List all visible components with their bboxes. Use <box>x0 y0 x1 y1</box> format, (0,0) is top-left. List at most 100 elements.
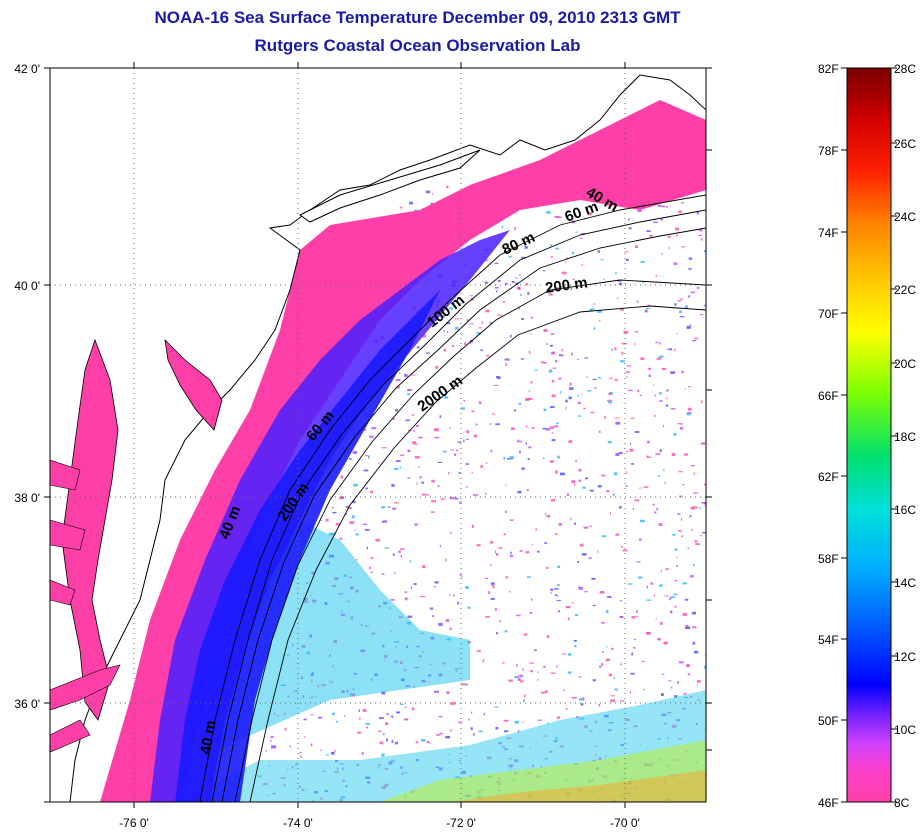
sst-speckle <box>510 519 514 521</box>
sst-speckle <box>485 309 490 313</box>
sst-speckle <box>614 472 618 476</box>
sst-speckle <box>465 463 470 465</box>
sst-speckle <box>369 566 371 570</box>
sst-speckle <box>648 234 653 237</box>
sst-speckle <box>601 663 604 666</box>
sst-speckle <box>391 484 395 487</box>
sst-speckle <box>678 661 684 664</box>
sst-speckle <box>399 703 404 705</box>
sst-speckle <box>659 584 663 587</box>
sst-speckle <box>517 490 522 494</box>
colorbar-ticks <box>841 67 897 803</box>
sst-speckle <box>420 596 426 598</box>
sst-speckle <box>702 532 706 534</box>
sst-speckle <box>517 730 520 733</box>
sst-speckle <box>473 733 476 736</box>
sst-speckle <box>614 347 617 351</box>
sst-speckle <box>377 462 380 464</box>
sst-speckle <box>421 493 427 496</box>
sst-speckle <box>357 731 362 734</box>
sst-speckle <box>511 427 515 430</box>
sst-speckle <box>378 730 382 732</box>
sst-speckle <box>470 342 472 344</box>
colorbar-c-label: 8C <box>894 796 910 810</box>
sst-speckle <box>673 432 677 436</box>
sst-speckle <box>690 506 695 510</box>
sst-speckle <box>617 279 622 282</box>
sst-speckle <box>515 277 518 279</box>
sst-speckle <box>685 305 689 309</box>
sst-speckle <box>658 392 662 395</box>
sst-speckle <box>546 514 551 518</box>
sst-speckle <box>466 486 468 489</box>
sst-speckle <box>395 460 401 462</box>
colorbar-c-label: 26C <box>894 137 916 151</box>
sst-speckle <box>629 442 631 445</box>
sst-speckle <box>537 719 542 721</box>
sst-speckle <box>598 704 601 707</box>
sst-speckle <box>687 673 691 676</box>
sst-speckle <box>396 711 400 714</box>
sst-speckle <box>504 358 510 361</box>
sst-speckle <box>495 375 500 379</box>
colorbar-c-label: 20C <box>894 357 916 371</box>
sst-speckle <box>585 287 588 289</box>
sst-speckle <box>564 261 567 263</box>
sst-speckle <box>381 447 387 449</box>
sst-speckle <box>523 699 525 703</box>
sst-speckle <box>648 367 651 370</box>
sst-speckle <box>701 400 703 404</box>
sst-speckle <box>643 688 646 690</box>
sst-speckle <box>488 591 491 594</box>
sst-speckle <box>557 455 560 459</box>
colorbar-gradient <box>846 67 892 803</box>
sst-speckle <box>484 281 488 284</box>
sst-speckle <box>551 394 556 398</box>
sst-speckle <box>271 745 276 749</box>
sst-speckle <box>434 428 439 432</box>
sst-speckle <box>646 455 649 458</box>
sst-speckle <box>627 583 633 585</box>
sst-speckle <box>443 330 445 333</box>
sst-speckle <box>644 309 648 313</box>
sst-speckle <box>636 610 638 613</box>
sst-speckle <box>594 387 597 389</box>
sst-speckle <box>606 490 610 493</box>
sst-speckle <box>697 679 701 683</box>
sst-speckle <box>421 739 426 742</box>
sst-speckle <box>448 472 450 475</box>
sst-speckle <box>572 278 575 280</box>
lon-tick-label: -70 0' <box>610 816 640 830</box>
sst-speckle <box>345 506 349 508</box>
lat-tick-label: 36 0' <box>14 697 40 711</box>
sst-speckle <box>550 244 553 247</box>
sst-speckle <box>399 466 401 469</box>
sst-speckle <box>546 567 549 569</box>
sst-speckle <box>531 427 535 429</box>
sst-speckle <box>579 543 584 547</box>
sst-speckle <box>578 587 583 590</box>
sst-speckle <box>685 626 691 629</box>
sst-speckle <box>478 730 483 733</box>
sst-speckle <box>610 699 616 703</box>
sst-speckle <box>650 582 654 585</box>
sst-speckle <box>505 484 507 486</box>
colorbar-c-label: 18C <box>894 430 916 444</box>
sst-speckle <box>628 218 630 221</box>
colorbar-c-label: 28C <box>894 62 916 76</box>
sst-speckle <box>364 455 369 457</box>
sst-speckle <box>509 456 514 459</box>
sst-speckle <box>674 579 678 582</box>
sst-speckle <box>653 594 655 597</box>
colorbar-c-label: 14C <box>894 576 916 590</box>
sst-speckle <box>576 280 578 283</box>
sst-speckle <box>565 606 571 609</box>
sst-speckle <box>568 440 573 443</box>
sst-speckle <box>505 510 507 514</box>
sst-speckle <box>626 376 628 378</box>
sst-speckle <box>439 732 443 735</box>
sst-speckle <box>614 417 620 419</box>
sst-speckle <box>461 683 466 686</box>
sst-speckle <box>527 397 533 400</box>
lon-tick-label: -76 0' <box>119 816 149 830</box>
